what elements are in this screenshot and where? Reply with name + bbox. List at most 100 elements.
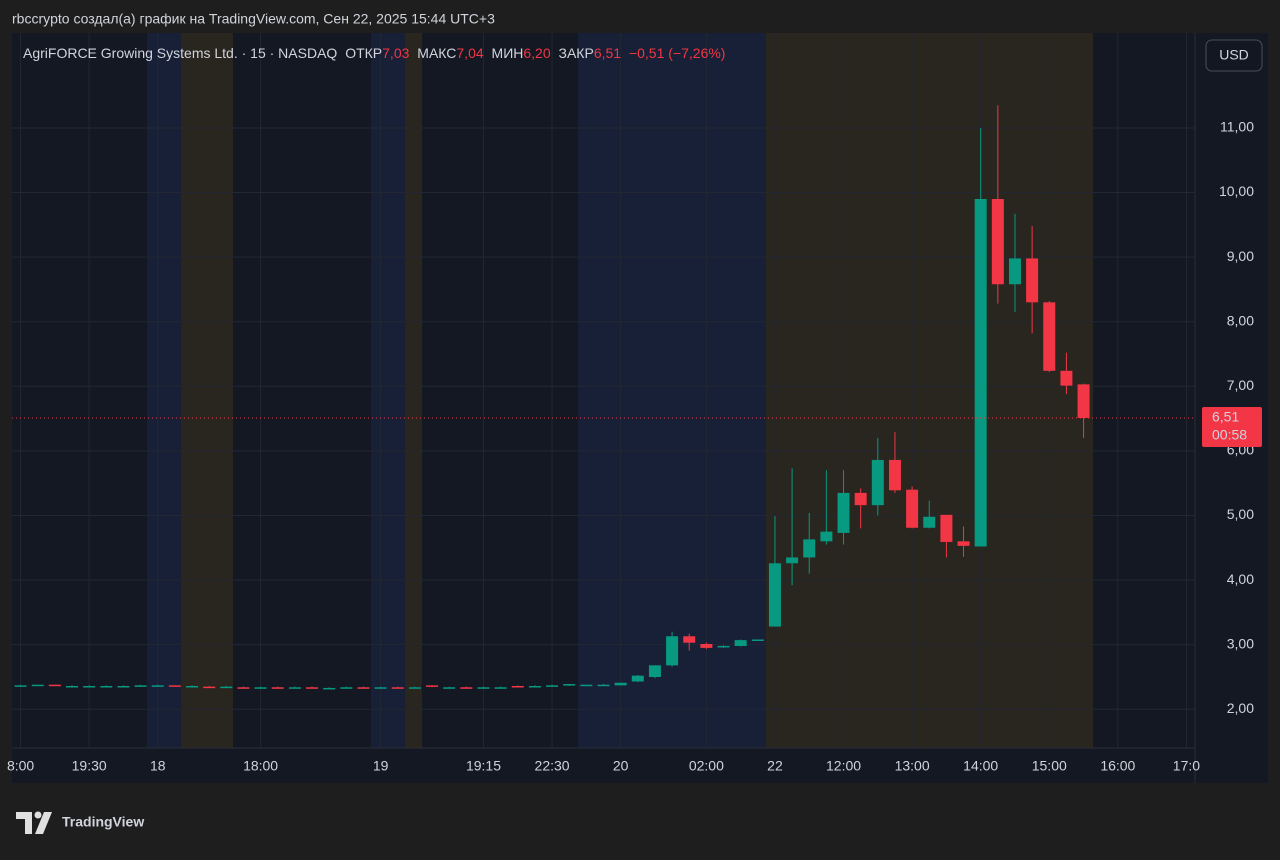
candle-body	[631, 675, 644, 682]
ohlc-value: 6,20	[523, 45, 550, 61]
band	[578, 33, 766, 748]
candle-body	[974, 198, 987, 547]
candle-body	[100, 685, 113, 688]
candle-body	[203, 686, 216, 689]
candle-body	[511, 685, 524, 688]
candle-body	[1043, 302, 1056, 371]
x-tick-label: 17:0	[1173, 758, 1200, 774]
y-tick-label: 2,00	[1227, 700, 1254, 716]
y-tick-label: 11,00	[1220, 119, 1254, 135]
ohlc-value: 6,51	[594, 45, 621, 61]
candle-body	[700, 644, 713, 648]
ohlc-label: ОТКР	[345, 45, 382, 61]
plot	[12, 33, 1195, 748]
x-tick-label: 22	[767, 758, 783, 774]
y-tick-label: 10,00	[1219, 183, 1254, 199]
x-tick-label: 8:00	[7, 758, 34, 774]
candle-body	[580, 684, 593, 687]
candle-body	[151, 685, 164, 687]
x-tick-label: 12:00	[826, 758, 861, 774]
candle-body	[408, 687, 421, 689]
candle-body	[803, 539, 816, 558]
y-tick-label: 5,00	[1227, 506, 1254, 522]
candle-body	[837, 492, 850, 533]
candle-body	[271, 687, 284, 689]
candle-body	[614, 682, 627, 686]
candle-body	[648, 665, 661, 677]
last-price-label: 6,51	[1212, 409, 1239, 425]
candle-body	[717, 645, 730, 648]
y-tick-label: 4,00	[1227, 571, 1254, 587]
candle-body	[168, 685, 181, 687]
candle-body	[254, 687, 267, 689]
x-tick-label: 13:00	[895, 758, 930, 774]
candle-body	[443, 687, 456, 689]
candle-body	[66, 685, 79, 688]
candle-body	[426, 685, 439, 687]
ohlc-label: МИН	[492, 45, 524, 61]
candle-body	[820, 531, 833, 542]
candle-body	[991, 198, 1004, 285]
candle-body	[460, 687, 473, 689]
candle-body	[957, 541, 970, 546]
change: −0,51 (−7,26%)	[629, 45, 726, 61]
currency-button-label[interactable]: USD	[1219, 47, 1249, 63]
currency-button[interactable]	[1205, 39, 1263, 72]
candle-body	[134, 685, 147, 687]
symbol-name: AgriFORCE Growing Systems Ltd. · 15 · NA…	[23, 45, 337, 61]
candle-body	[220, 686, 233, 689]
candle-body	[528, 685, 541, 688]
candle-body	[563, 684, 576, 686]
countdown-label: 00:58	[1212, 427, 1247, 443]
candle-body	[340, 687, 353, 689]
x-tick-label: 22:30	[535, 758, 570, 774]
candle-body	[1008, 258, 1021, 285]
candle-body	[683, 636, 696, 643]
candle-body	[888, 459, 901, 491]
candle-body	[48, 684, 61, 687]
x-tick-label: 19	[373, 758, 389, 774]
x-tick-label: 16:00	[1100, 758, 1135, 774]
x-tick-label: 18	[150, 758, 166, 774]
ohlc-label: МАКС	[417, 45, 456, 61]
x-tick-label: 19:15	[466, 758, 501, 774]
x-tick-label: 15:00	[1032, 758, 1067, 774]
logo-icon	[34, 811, 42, 819]
x-tick-label: 14:00	[963, 758, 998, 774]
candle-body	[31, 684, 44, 687]
candle-body	[83, 685, 96, 688]
symbol-header: AgriFORCE Growing Systems Ltd. · 15 · NA…	[23, 45, 725, 61]
brand: TradingView	[62, 814, 144, 830]
candle-body	[666, 636, 679, 666]
caption: rbccrypto создал(а) график на TradingVie…	[12, 11, 495, 27]
candle-body	[923, 516, 936, 528]
candle-body	[306, 687, 319, 689]
last-price-box	[1202, 406, 1262, 447]
y-tick-label: 7,00	[1227, 377, 1254, 393]
candle-body	[751, 639, 764, 641]
y-tick-label: 9,00	[1227, 248, 1254, 264]
candle-body	[374, 687, 387, 689]
candle-body	[768, 563, 781, 627]
band	[766, 33, 1093, 748]
candle-body	[186, 685, 199, 688]
candle-body	[597, 684, 610, 687]
candle-body	[391, 687, 404, 689]
band	[147, 33, 181, 748]
candle-body	[906, 489, 919, 528]
candle-body	[1077, 384, 1090, 418]
session-bands	[147, 33, 1093, 748]
logo-icon	[35, 812, 52, 834]
candle-body	[546, 685, 559, 687]
candle-body	[237, 687, 250, 689]
ohlc-label: ЗАКР	[559, 45, 594, 61]
x-tick-label: 19:30	[72, 758, 107, 774]
candle-body	[1026, 258, 1039, 303]
candle-body	[288, 687, 301, 689]
ohlc-value: 7,03	[382, 45, 409, 61]
candle-body	[477, 687, 490, 689]
candle-body	[14, 685, 27, 687]
candle-body	[786, 557, 799, 564]
